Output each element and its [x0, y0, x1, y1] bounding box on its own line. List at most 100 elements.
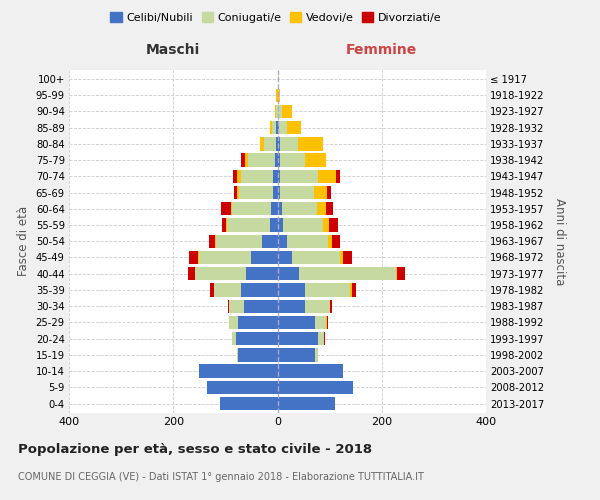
Bar	[195, 267, 246, 280]
Bar	[199, 251, 251, 264]
Bar	[215, 234, 216, 248]
Bar	[287, 234, 328, 248]
Bar	[269, 121, 272, 134]
Bar	[251, 251, 277, 264]
Bar	[277, 348, 315, 362]
Bar	[274, 170, 277, 183]
Bar	[396, 267, 397, 280]
Text: Maschi: Maschi	[146, 43, 200, 57]
Bar	[229, 316, 238, 329]
Bar	[276, 137, 277, 150]
Bar	[277, 397, 335, 410]
Bar	[199, 364, 277, 378]
Bar	[327, 186, 331, 199]
Bar	[260, 137, 265, 150]
Bar	[315, 316, 326, 329]
Bar	[227, 218, 269, 232]
Bar	[277, 364, 343, 378]
Legend: Celibi/Nubili, Coniugati/e, Vedovi/e, Divorziati/e: Celibi/Nubili, Coniugati/e, Vedovi/e, Di…	[106, 8, 446, 28]
Bar	[275, 154, 277, 166]
Bar	[332, 234, 340, 248]
Bar	[317, 170, 336, 183]
Bar	[276, 104, 277, 118]
Bar	[299, 267, 396, 280]
Bar	[314, 186, 327, 199]
Bar	[277, 186, 280, 199]
Bar	[281, 202, 317, 215]
Bar	[189, 251, 198, 264]
Bar	[281, 104, 292, 118]
Bar	[277, 170, 280, 183]
Bar	[280, 154, 305, 166]
Bar	[233, 170, 237, 183]
Bar	[207, 380, 277, 394]
Bar	[221, 202, 230, 215]
Bar	[239, 186, 274, 199]
Bar	[216, 234, 262, 248]
Bar	[226, 218, 227, 232]
Bar	[269, 218, 277, 232]
Bar	[318, 332, 325, 345]
Bar	[277, 104, 281, 118]
Bar	[277, 218, 283, 232]
Bar	[188, 267, 194, 280]
Bar	[244, 300, 277, 313]
Bar	[241, 154, 245, 166]
Bar	[305, 154, 326, 166]
Bar	[214, 284, 241, 296]
Bar	[209, 234, 215, 248]
Bar	[277, 154, 280, 166]
Bar	[274, 186, 277, 199]
Bar	[228, 300, 229, 313]
Bar	[283, 218, 323, 232]
Bar	[230, 202, 232, 215]
Text: Popolazione per età, sesso e stato civile - 2018: Popolazione per età, sesso e stato civil…	[18, 442, 372, 456]
Bar	[317, 202, 326, 215]
Bar	[271, 202, 277, 215]
Bar	[238, 316, 277, 329]
Bar	[350, 284, 352, 296]
Bar	[277, 267, 299, 280]
Bar	[277, 234, 287, 248]
Bar	[277, 121, 279, 134]
Bar	[241, 284, 277, 296]
Bar	[220, 397, 277, 410]
Bar	[352, 284, 356, 296]
Bar	[236, 332, 277, 345]
Bar	[210, 284, 214, 296]
Y-axis label: Fasce di età: Fasce di età	[17, 206, 30, 276]
Bar	[330, 300, 332, 313]
Bar	[237, 170, 241, 183]
Bar	[275, 104, 276, 118]
Bar	[198, 251, 199, 264]
Text: COMUNE DI CEGGIA (VE) - Dati ISTAT 1° gennaio 2018 - Elaborazione TUTTITALIA.IT: COMUNE DI CEGGIA (VE) - Dati ISTAT 1° ge…	[18, 472, 424, 482]
Bar	[246, 267, 277, 280]
Bar	[272, 121, 277, 134]
Bar	[262, 234, 277, 248]
Bar	[329, 218, 338, 232]
Bar	[234, 186, 237, 199]
Bar	[315, 348, 317, 362]
Bar	[305, 300, 329, 313]
Bar	[277, 202, 281, 215]
Y-axis label: Anni di nascita: Anni di nascita	[553, 198, 566, 285]
Bar	[328, 234, 332, 248]
Bar	[326, 202, 333, 215]
Bar	[229, 300, 244, 313]
Bar	[232, 202, 271, 215]
Bar	[277, 251, 292, 264]
Bar	[280, 137, 298, 150]
Bar	[277, 300, 305, 313]
Bar	[280, 186, 314, 199]
Bar	[280, 170, 317, 183]
Bar	[323, 218, 329, 232]
Bar	[248, 154, 275, 166]
Bar	[222, 218, 226, 232]
Bar	[336, 170, 340, 183]
Bar	[278, 88, 280, 102]
Bar	[277, 380, 353, 394]
Bar	[340, 251, 343, 264]
Bar	[277, 284, 305, 296]
Bar	[277, 316, 315, 329]
Bar	[277, 332, 318, 345]
